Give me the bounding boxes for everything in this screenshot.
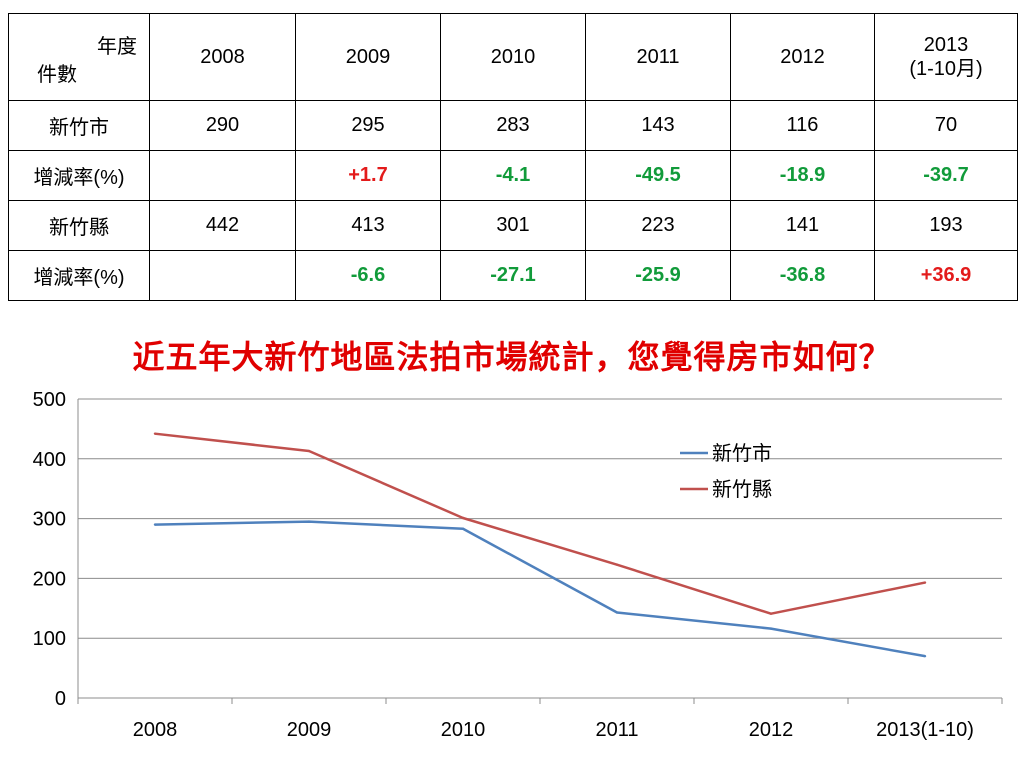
table-cell <box>149 250 296 301</box>
year-header: 2009 <box>295 13 441 101</box>
y-tick-label: 0 <box>55 688 66 710</box>
year-header-subnote: (1-10月) <box>909 58 983 80</box>
table-cell: -49.5 <box>585 150 731 201</box>
legend-label: 新竹縣 <box>712 477 772 501</box>
table-cell: 70 <box>874 100 1018 151</box>
table-cell: +1.7 <box>295 150 441 201</box>
corner-count-label: 件數 <box>37 62 77 86</box>
year-header: 2008 <box>149 13 296 101</box>
x-tick-label: 2012 <box>749 719 794 741</box>
table-cell: 141 <box>730 200 875 251</box>
table-row: 新竹縣 442 413 301 223 141 193 <box>8 200 1018 251</box>
data-point <box>461 527 465 530</box>
year-header: 2011 <box>585 13 731 101</box>
table-cell: 290 <box>149 100 296 151</box>
data-point <box>153 523 157 526</box>
data-point <box>615 611 619 614</box>
table-cell: 116 <box>730 100 875 151</box>
table-row: 增減率(%) -6.6 -27.1 -25.9 -36.8 +36.9 <box>8 250 1018 301</box>
data-point <box>461 516 465 520</box>
y-tick-label: 200 <box>33 568 66 590</box>
table-cell: 413 <box>295 200 441 251</box>
table-header-row: 年度 件數 2008 2009 2010 2011 2012 2013 (1-1… <box>8 13 1018 101</box>
table-cell <box>149 150 296 201</box>
year-header: 2010 <box>440 13 586 101</box>
row-label: 增減率(%) <box>8 250 150 301</box>
question-heading: 近五年大新竹地區法拍市場統計，您覺得房市如何？ <box>132 338 892 376</box>
table-cell: 442 <box>149 200 296 251</box>
table-cell: 193 <box>874 200 1018 251</box>
y-tick-label: 100 <box>33 628 66 650</box>
year-header: 2012 <box>730 13 875 101</box>
row-label: 增減率(%) <box>8 150 150 201</box>
y-tick-label: 400 <box>33 449 66 471</box>
x-tick-label: 2013(1-10) <box>876 719 974 741</box>
y-tick-label: 500 <box>33 389 66 411</box>
data-point <box>307 520 311 523</box>
y-tick-label: 300 <box>33 509 66 531</box>
data-point <box>769 627 773 630</box>
table-corner-cell: 年度 件數 <box>8 13 150 101</box>
x-tick-label: 2011 <box>595 719 638 741</box>
x-tick-label: 2008 <box>133 719 178 741</box>
table-cell: 295 <box>295 100 441 151</box>
table-cell: -25.9 <box>585 250 731 301</box>
table-row: 增減率(%) +1.7 -4.1 -49.5 -18.9 -39.7 <box>8 150 1018 201</box>
row-label: 新竹市 <box>8 100 150 151</box>
year-header: 2013 (1-10月) <box>874 13 1018 101</box>
data-point <box>153 432 157 435</box>
data-point <box>307 449 311 453</box>
line-chart: 0 100 200 300 400 500 2008 2009 2010 2011 2012 2013… <box>33 389 1003 741</box>
table-cell: -36.8 <box>730 250 875 301</box>
table-cell: -39.7 <box>874 150 1018 201</box>
table-cell: -4.1 <box>440 150 586 201</box>
table-cell: +36.9 <box>874 250 1018 301</box>
table-cell: -27.1 <box>440 250 586 301</box>
data-point <box>615 563 619 566</box>
corner-year-label: 年度 <box>97 34 137 58</box>
data-point <box>769 612 773 615</box>
table-cell: 283 <box>440 100 586 151</box>
data-table: 年度 件數 2008 2009 2010 2011 2012 2013 (1-1… <box>8 13 1018 301</box>
table-row: 新竹市 290 295 283 143 116 70 <box>8 100 1018 151</box>
legend-label: 新竹市 <box>712 441 772 465</box>
table-cell: 301 <box>440 200 586 251</box>
row-label: 新竹縣 <box>8 200 150 251</box>
table-cell: -6.6 <box>295 250 441 301</box>
data-point <box>923 654 927 658</box>
series-line-1 <box>154 520 926 658</box>
data-table-container: 年度 件數 2008 2009 2010 2011 2012 2013 (1-1… <box>8 13 1018 301</box>
table-cell: 223 <box>585 200 731 251</box>
series-line-2 <box>154 432 926 615</box>
x-tick-label: 2009 <box>287 719 332 741</box>
table-cell: -18.9 <box>730 150 875 201</box>
table-cell: 143 <box>585 100 731 151</box>
x-tick-label: 2010 <box>441 719 486 741</box>
data-point <box>923 581 927 584</box>
